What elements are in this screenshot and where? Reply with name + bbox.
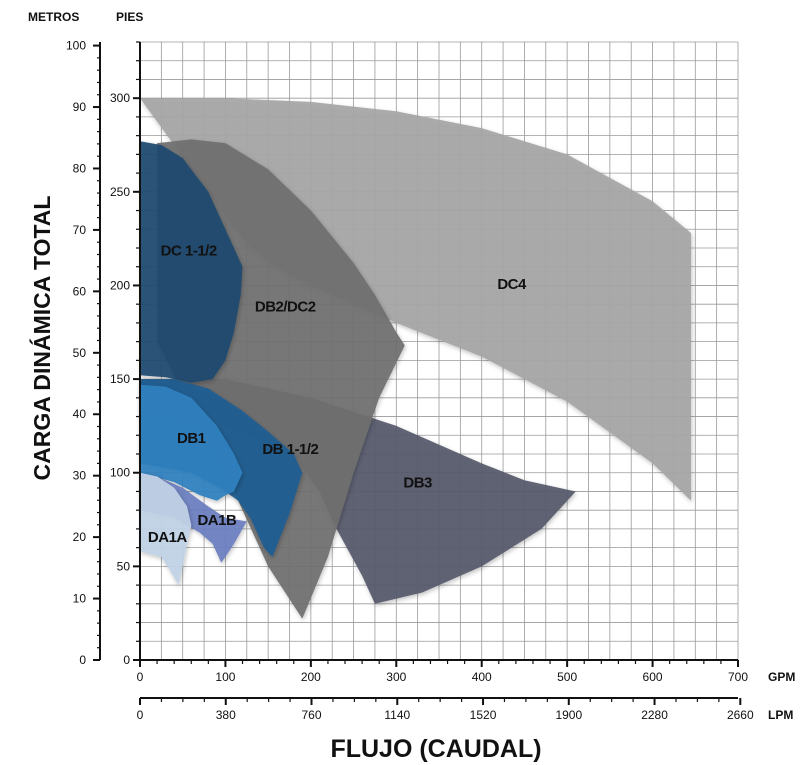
x-top-unit-label: GPM [768,670,795,684]
y-axis-title: CARGA DINÁMICA TOTAL [28,196,55,481]
region-label-dc-1-1-2: DC 1-1/2 [161,242,217,259]
lpm-tick-label: 2660 [727,708,754,722]
pump-regions [140,98,691,619]
meters-tick-label: 60 [73,284,87,298]
region-label-da1b: DA1B [197,512,237,529]
region-label-db2-dc2: DB2/DC2 [255,299,316,316]
meters-tick-label: 90 [73,100,87,114]
meters-tick-label: 70 [73,223,87,237]
feet-tick-label: 300 [110,91,130,105]
feet-tick-label: 150 [110,372,130,386]
gpm-tick-label: 500 [557,670,577,684]
feet-tick-label: 100 [110,466,130,480]
lpm-tick-label: 1520 [470,708,497,722]
meters-tick-label: 80 [73,161,87,175]
feet-unit-label: PIES [116,10,143,24]
lpm-tick-label: 1140 [384,708,410,722]
gpm-tick-label: 0 [137,670,144,684]
meters-tick-label: 20 [73,530,87,544]
meters-tick-label: 0 [79,653,86,667]
lpm-tick-label: 380 [216,708,236,722]
lpm-tick-label: 0 [137,708,144,722]
gpm-tick-label: 700 [728,670,748,684]
meters-tick-label: 10 [73,592,87,606]
gpm-tick-label: 600 [643,670,663,684]
region-da1a [140,472,192,586]
feet-tick-label: 200 [110,278,130,292]
region-label-da1a: DA1A [148,529,188,546]
meters-tick-label: 40 [73,407,87,421]
region-label-db-1-1-2: DB 1-1/2 [262,441,318,458]
lpm-tick-label: 1900 [555,708,582,722]
meters-unit-label: METROS [28,10,79,24]
gpm-tick-label: 100 [215,670,235,684]
feet-tick-label: 50 [117,559,131,573]
meters-tick-label: 100 [66,39,86,53]
x-bottom-unit-label: LPM [768,708,793,722]
meters-tick-label: 30 [73,469,87,483]
gpm-tick-label: 400 [472,670,492,684]
meters-tick-label: 50 [73,346,87,360]
region-labels: DC4 DB3 DB2/DC2 DC 1-1/2 DB 1-1/2 DB1 DA1B DA1A [148,242,528,546]
region-db1 [140,384,243,501]
gpm-tick-label: 200 [301,670,321,684]
x-axis-title: FLUJO (CAUDAL) [330,735,541,763]
lpm-tick-label: 760 [302,708,322,722]
gpm-tick-label: 300 [386,670,406,684]
region-label-dc4: DC4 [497,276,527,293]
chart-axes: 0 50 100 150 200 250 300 0 10 20 30 40 50 60 70 80 90 100… [66,39,754,722]
feet-tick-label: 250 [110,185,130,199]
region-label-db1: DB1 [177,430,206,447]
region-dc-1-1-2 [140,141,243,383]
feet-tick-label: 0 [123,653,130,667]
lpm-tick-label: 2280 [641,708,668,722]
region-label-db3: DB3 [403,475,432,492]
